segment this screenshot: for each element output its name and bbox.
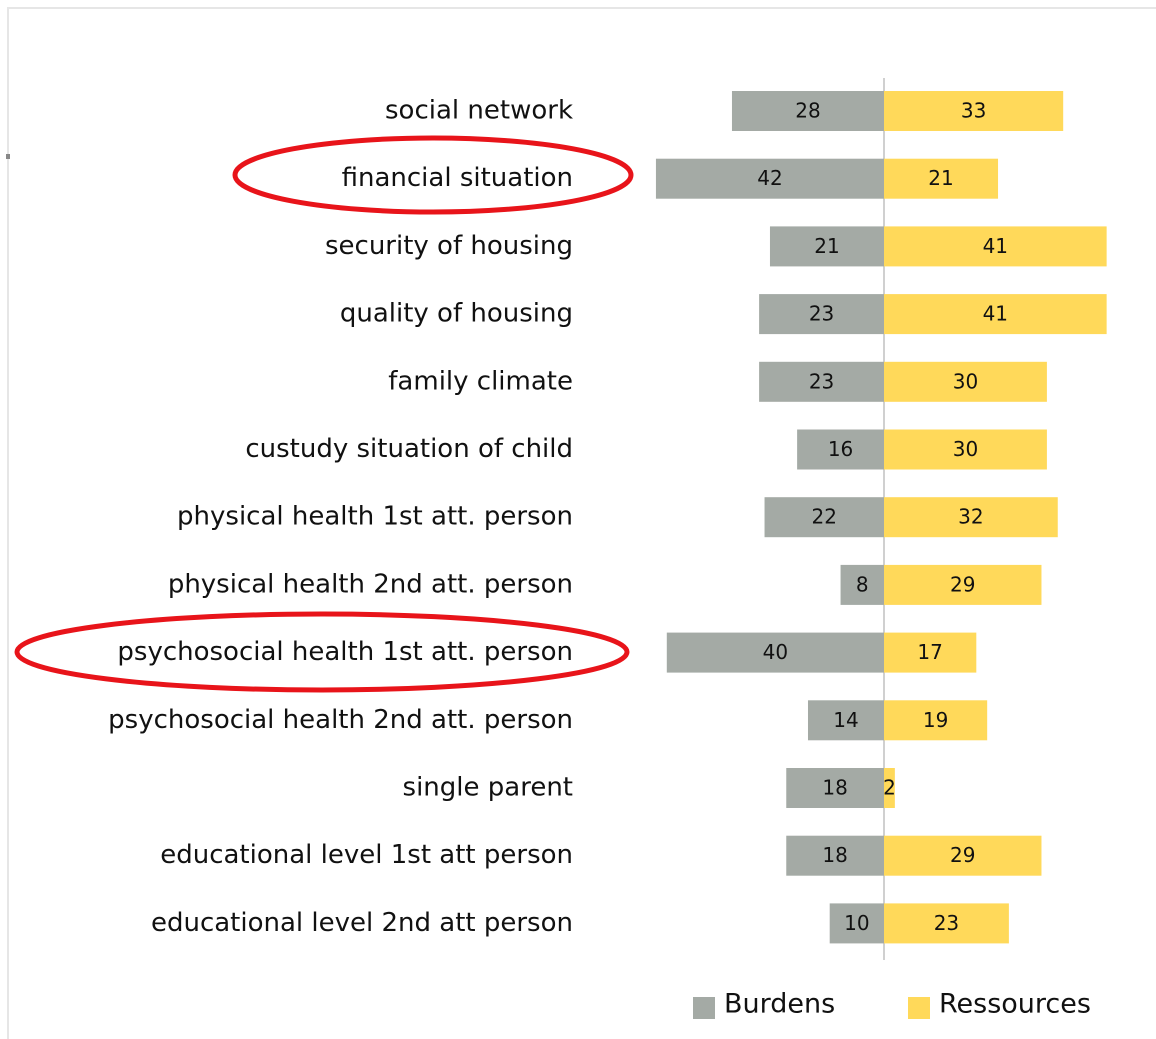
bar	[731, 91, 884, 131]
category-label: psychosocial health 1st att. person	[117, 637, 573, 667]
value-label: 8	[856, 572, 869, 596]
value-label: 30	[953, 437, 978, 461]
category-label: custudy situation of child	[245, 434, 573, 464]
value-label: 29	[950, 843, 975, 867]
bar	[840, 564, 884, 605]
value-label: 32	[958, 505, 983, 529]
bar	[807, 700, 884, 741]
handle	[6, 154, 10, 159]
bar	[884, 768, 895, 808]
bar	[769, 226, 884, 267]
bar	[829, 903, 884, 944]
highlight-ellipse	[14, 611, 630, 693]
value-label: 22	[812, 505, 837, 529]
bar	[666, 632, 884, 673]
value-label: 23	[809, 302, 834, 326]
category-label: quality of housing	[340, 299, 573, 329]
value-label: 18	[822, 776, 847, 800]
category-label: educational level 2nd att person	[151, 908, 573, 938]
bar	[884, 632, 977, 673]
legend-swatch	[908, 997, 930, 1019]
value-label: 17	[917, 640, 942, 664]
bar	[884, 361, 1047, 402]
bar	[797, 429, 884, 470]
bar	[884, 903, 1009, 944]
value-label: 19	[923, 708, 948, 732]
legend-swatch	[693, 997, 715, 1019]
value-label: 28	[795, 99, 820, 123]
bar	[884, 564, 1042, 605]
bar	[884, 226, 1107, 267]
bar	[884, 497, 1058, 538]
bar	[884, 294, 1107, 335]
category-label: single parent	[403, 773, 573, 803]
value-label: 41	[983, 234, 1008, 258]
highlight-ellipse	[232, 135, 634, 215]
value-label: 21	[928, 166, 953, 190]
value-label: 29	[950, 572, 975, 596]
bar	[884, 91, 1064, 131]
value-label: 10	[844, 911, 869, 935]
bar	[655, 158, 884, 199]
bar	[786, 768, 884, 808]
bar	[759, 361, 884, 402]
bar	[764, 497, 884, 538]
frame	[7, 7, 1156, 1039]
value-label: 14	[833, 708, 858, 732]
bar	[759, 294, 884, 335]
category-label: financial situation	[342, 163, 573, 193]
value-label: 16	[828, 437, 853, 461]
category-label: family climate	[388, 366, 573, 396]
value-label: 23	[809, 369, 834, 393]
value-label: 30	[953, 369, 978, 393]
value-label: 40	[763, 640, 788, 664]
bar	[884, 429, 1047, 470]
value-label: 41	[983, 302, 1008, 326]
value-label: 18	[822, 843, 847, 867]
bar	[884, 835, 1042, 876]
category-label: educational level 1st att person	[160, 840, 573, 870]
bar	[884, 158, 999, 199]
bar	[884, 700, 988, 741]
bar	[786, 835, 884, 876]
category-label: physical health 1st att. person	[177, 502, 573, 532]
legend-label: Ressources	[939, 989, 1091, 1020]
category-label: social network	[385, 96, 573, 126]
legend-label: Burdens	[724, 989, 835, 1020]
value-label: 33	[961, 99, 986, 123]
category-label: security of housing	[325, 231, 573, 261]
value-label: 2	[883, 776, 896, 800]
category-label: physical health 2nd att. person	[168, 569, 573, 599]
value-label: 23	[934, 911, 959, 935]
value-label: 21	[814, 234, 839, 258]
category-label: psychosocial health 2nd att. person	[108, 705, 573, 735]
value-label: 42	[757, 166, 782, 190]
